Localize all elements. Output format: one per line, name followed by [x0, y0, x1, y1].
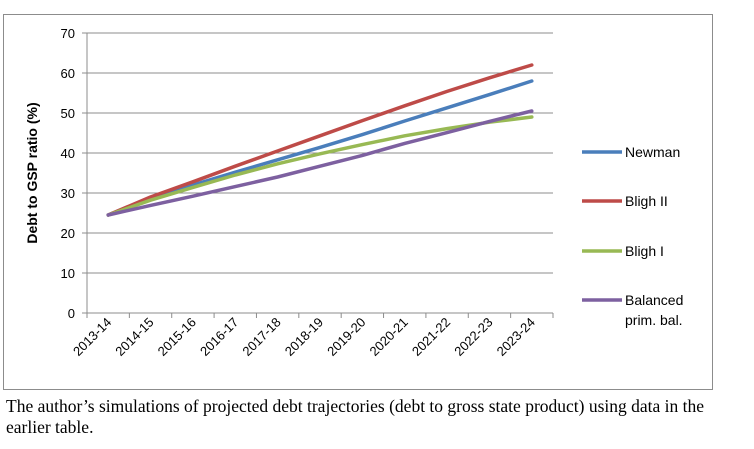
legend: Newman Bligh II Bligh I Balanced prim. bal. [582, 144, 683, 328]
series-line [106, 63, 534, 217]
y-tick-label: 0 [68, 306, 75, 321]
y-tick-label: 50 [61, 106, 75, 121]
y-tick-label: 70 [61, 26, 75, 41]
legend-label: Newman [625, 144, 680, 160]
y-axis-title: Debt to GSP ratio (%) [24, 102, 40, 243]
x-tick-label: 2013-14 [70, 315, 114, 359]
legend-label: Balanced [625, 292, 683, 308]
legend-label: Bligh II [625, 193, 668, 209]
chart-frame: 0 10 20 30 40 50 60 70 2013-14 2014-15 2015-16 201… [3, 14, 713, 390]
y-tick-label: 40 [61, 146, 75, 161]
x-tick-label: 2020-21 [366, 315, 410, 359]
x-tick-label: 2019-20 [324, 315, 368, 359]
x-tick-label: 2018-19 [282, 315, 326, 359]
y-tick-label: 30 [61, 186, 75, 201]
y-tick-label: 10 [61, 266, 75, 281]
series-line [106, 109, 534, 217]
x-tick-label: 2014-15 [112, 315, 156, 359]
x-tick-label: 2021-22 [409, 315, 453, 359]
x-tick-label: 2022-23 [451, 315, 495, 359]
x-tick-label: 2023-24 [494, 315, 538, 359]
x-tick-labels: 2013-142014-152015-162016-172017-182018-… [70, 315, 538, 359]
y-tick-label: 20 [61, 226, 75, 241]
series-line [106, 79, 534, 217]
figure-caption: The author’s simulations of projected de… [6, 396, 705, 437]
legend-label: prim. bal. [625, 312, 683, 328]
legend-label: Bligh I [625, 243, 664, 259]
x-tick-label: 2016-17 [197, 315, 241, 359]
series-lines [106, 63, 534, 217]
y-tick-labels: 0 10 20 30 40 50 60 70 [61, 26, 75, 321]
axes [82, 32, 554, 318]
series-line [106, 115, 534, 217]
x-tick-label: 2017-18 [239, 315, 283, 359]
y-tick-label: 60 [61, 66, 75, 81]
x-tick-label: 2015-16 [155, 315, 199, 359]
